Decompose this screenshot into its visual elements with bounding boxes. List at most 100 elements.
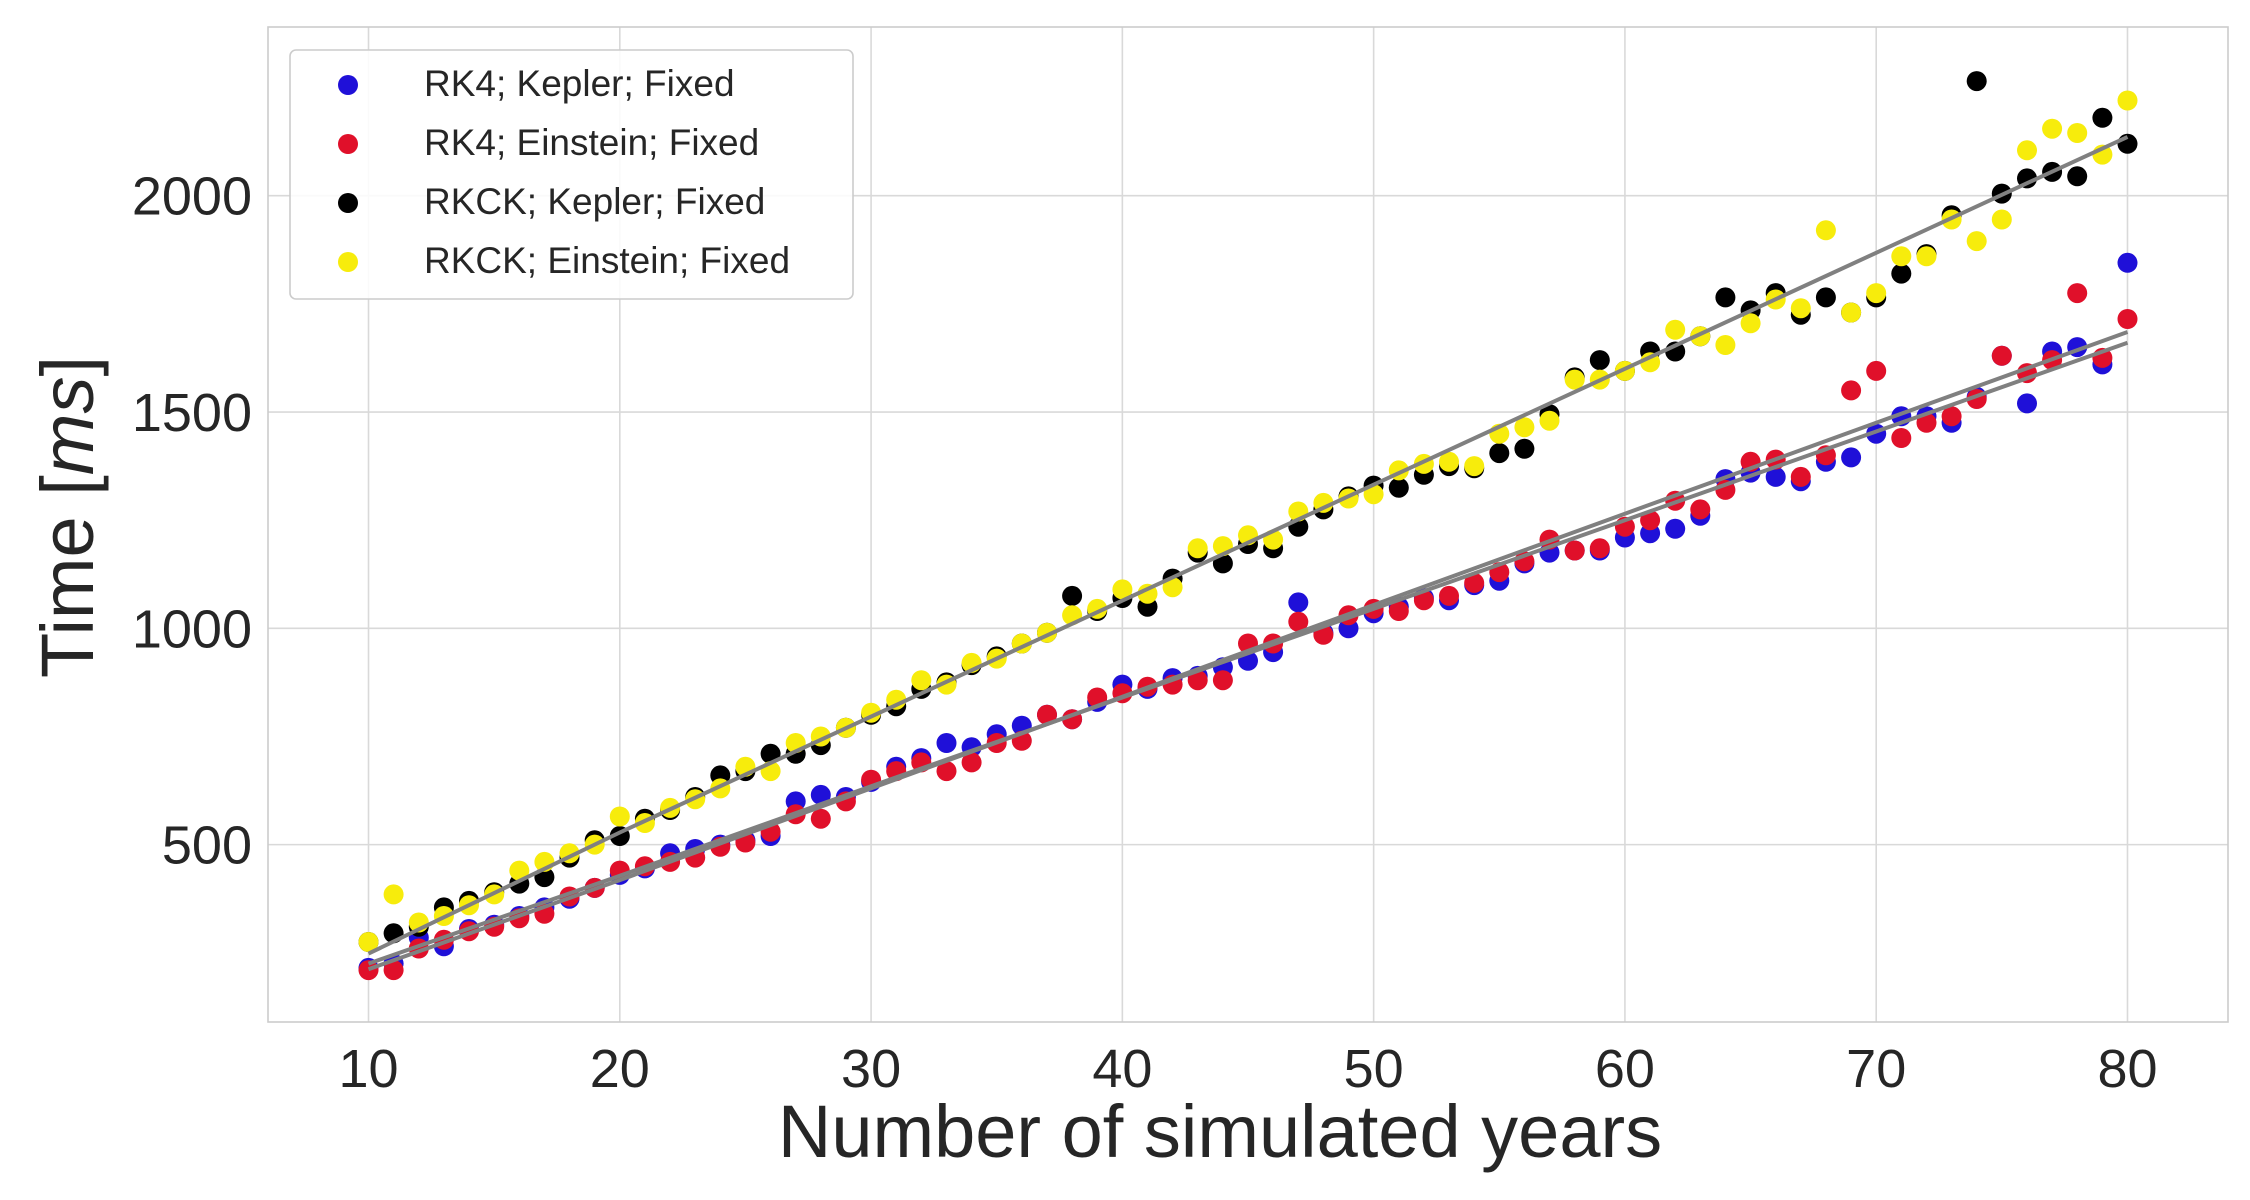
data-point [1790,466,1811,487]
y-axis-label-prefix: Time [ [26,475,109,678]
plot-area [267,26,2229,1023]
data-point [2117,252,2138,273]
data-point [1062,585,1083,606]
data-point [1665,319,1686,340]
data-point [2117,133,2138,154]
y-axis-ticks: 500 1000 1500 2000 [132,167,252,876]
data-point [1815,220,1836,241]
data-point [1841,302,1862,323]
x-axis-label: Number of simulated years [778,1090,1662,1173]
data-point [936,733,957,753]
y-tick-label: 500 [162,816,252,876]
data-point [358,960,379,981]
x-tick-label: 70 [1846,1039,1906,1099]
data-point [1162,577,1183,598]
data-point [1790,298,1811,319]
data-point [1966,231,1987,252]
data-point [1112,579,1133,600]
data-point [1187,670,1208,691]
data-point [1966,71,1987,92]
y-tick-label: 1000 [132,599,252,659]
data-point [1564,369,1585,390]
data-point [383,884,404,905]
data-point [1464,456,1485,477]
data-point [358,932,379,952]
data-point [1288,592,1309,613]
legend-marker [338,134,358,154]
data-point [911,670,932,691]
data-points [358,71,2138,981]
y-axis-label: Time [ms] [26,356,109,678]
data-point [1866,360,1887,381]
data-point [1589,538,1610,559]
x-tick-label: 20 [590,1039,650,1099]
data-point [1841,380,1862,401]
data-point [1765,466,1786,487]
data-point [1866,283,1887,304]
legend: RK4; Kepler; Fixed RK4; Einstein; Fixed … [289,49,854,300]
data-point [1388,601,1409,621]
data-point [2067,123,2088,143]
data-point [383,960,404,981]
data-point [1891,246,1912,267]
data-point [1815,287,1836,308]
data-point [1187,538,1208,559]
data-point [1665,518,1686,539]
y-axis-label-suffix: ] [26,356,109,377]
data-point [1037,704,1057,725]
data-point [1589,350,1610,371]
data-point [1640,510,1661,531]
data-point [2067,166,2088,187]
data-point [509,860,530,881]
data-point [2092,107,2113,128]
data-point [2017,140,2037,161]
data-point [1841,447,1862,468]
legend-marker [338,252,358,272]
y-axis-label-unit: ms [26,377,109,476]
data-point [810,784,831,805]
data-point [1489,443,1510,464]
data-point [1539,410,1560,431]
data-point [1941,406,1962,427]
legend-frame [289,49,854,300]
data-point [1439,585,1459,606]
data-point [961,752,982,773]
data-point [2042,118,2063,139]
data-point [2117,309,2138,329]
data-point [1891,263,1912,284]
legend-label: RKCK; Einstein; Fixed [424,240,790,281]
data-point [1740,313,1761,334]
data-point [1891,428,1912,448]
x-tick-label: 50 [1344,1039,1404,1099]
legend-marker [338,75,358,95]
fit-lines [367,135,2129,972]
data-point [1715,335,1736,355]
data-point [2067,283,2088,304]
data-point [1514,438,1535,459]
legend-label: RK4; Einstein; Fixed [424,122,759,163]
data-point [1715,287,1736,308]
data-point [1514,417,1535,438]
data-point [1413,590,1434,611]
data-point [1916,246,1937,267]
legend-label: RK4; Kepler; Fixed [424,63,735,104]
x-tick-label: 10 [338,1039,398,1099]
data-point [2117,90,2138,111]
data-point [1564,540,1585,561]
data-point [1288,611,1309,632]
data-point [1991,209,2012,230]
data-point [1313,492,1334,513]
x-tick-label: 60 [1595,1039,1655,1099]
fit-line [367,340,2129,966]
data-point [1212,670,1233,691]
data-point [609,806,630,827]
x-tick-label: 40 [1092,1039,1152,1099]
fit-line [367,330,2129,972]
data-point [1464,572,1485,593]
fit-line [367,135,2129,956]
data-point [1439,451,1459,472]
data-point [2017,393,2037,414]
legend-marker [338,193,358,213]
data-point [936,761,957,782]
x-tick-label: 80 [2097,1039,2157,1099]
